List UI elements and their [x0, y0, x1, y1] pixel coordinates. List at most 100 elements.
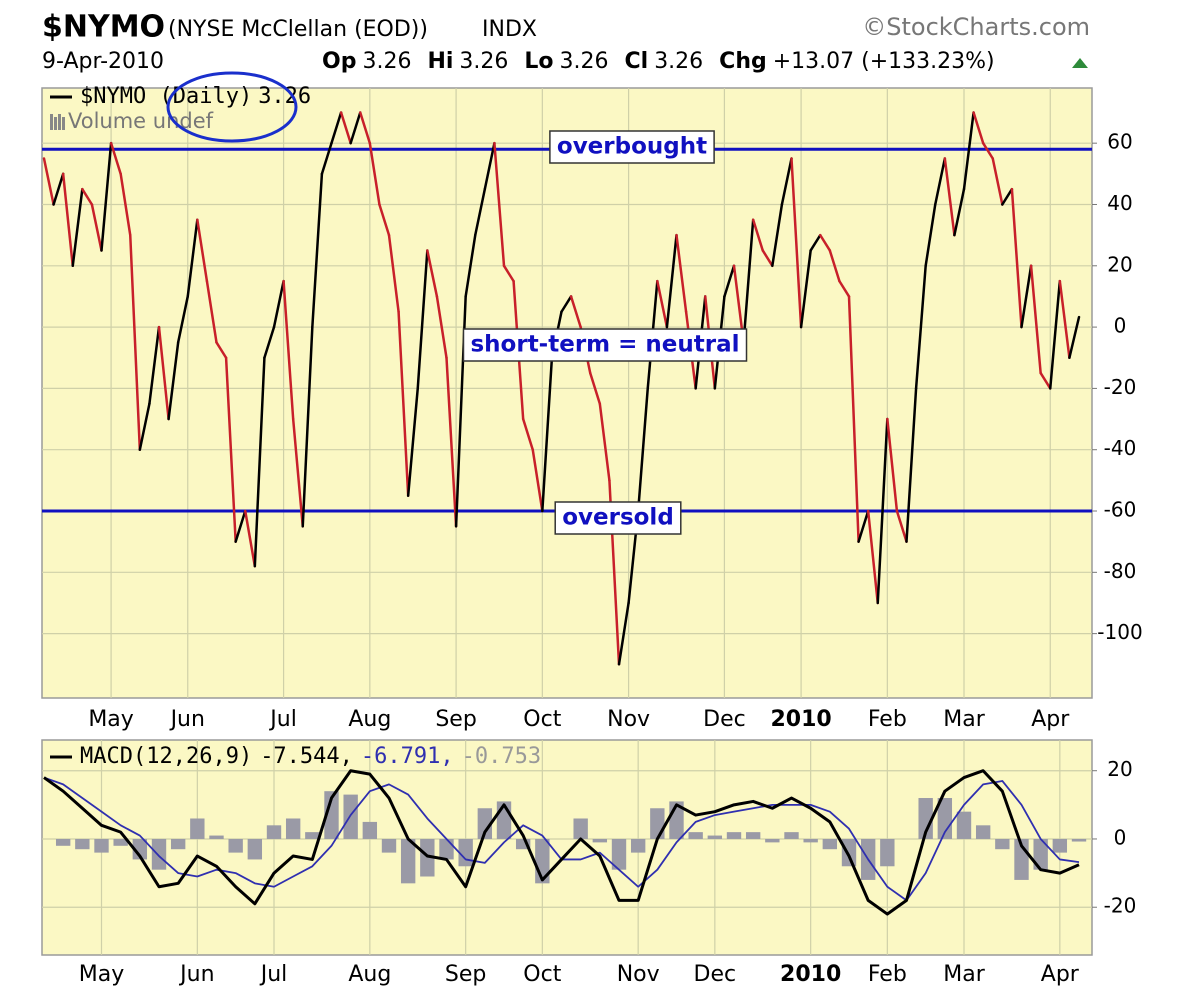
line-segment [809, 233, 822, 252]
y-tick-label: 0 [1114, 314, 1127, 338]
legend-name: MACD(12,26,9) [80, 744, 252, 769]
line-segment [914, 264, 927, 390]
quote-label: Chg [719, 49, 767, 74]
histogram-bar [688, 832, 703, 839]
up-arrow [1072, 58, 1088, 68]
x-tick-label: Jul [259, 962, 288, 987]
line-segment [435, 295, 448, 359]
line-segment [368, 141, 381, 206]
line-segment [780, 157, 793, 206]
histogram-bar [592, 838, 608, 843]
x-tick-label: Apr [1031, 707, 1070, 732]
x-tick-label: 2010 [780, 962, 841, 987]
histogram-bar [381, 838, 397, 853]
annotation: oversold [562, 505, 674, 531]
line-segment [665, 233, 678, 329]
line-segment [196, 218, 209, 283]
histogram-bar [228, 838, 243, 853]
line-segment [61, 172, 74, 268]
line-segment [387, 233, 400, 314]
line-segment [397, 310, 410, 497]
line-segment [483, 141, 496, 191]
histogram-bar [611, 838, 627, 870]
y-tick-label: 20 [1107, 757, 1132, 781]
line-segment [857, 509, 870, 543]
line-segment [636, 387, 649, 513]
x-tick-label: Dec [703, 707, 746, 732]
histogram-bar [151, 838, 167, 870]
line-segment [176, 295, 189, 344]
line-segment [349, 111, 362, 145]
annotation: short-term = neutral [470, 332, 739, 358]
y-tick-label: 0 [1114, 825, 1127, 849]
histogram-bar [170, 838, 186, 850]
histogram-bar [190, 818, 205, 839]
legend-value: -7.544, [260, 744, 353, 769]
line-segment [934, 157, 947, 206]
quote-label: Hi [427, 49, 453, 74]
line-segment [799, 249, 812, 329]
line-segment [771, 203, 784, 268]
line-segment [301, 325, 314, 528]
line-segment [359, 111, 372, 145]
line-segment [819, 233, 832, 252]
x-tick-label: 2010 [770, 707, 831, 732]
x-tick-label: May [79, 962, 124, 987]
histogram-bar [209, 835, 224, 839]
line-segment [244, 509, 257, 568]
line-segment [838, 279, 851, 298]
x-tick-label: Feb [868, 962, 907, 987]
line-segment [1001, 187, 1014, 206]
histogram-bar [458, 838, 473, 867]
volume-icon [58, 114, 61, 130]
line-segment [972, 111, 985, 145]
histogram-bar [822, 838, 838, 850]
quote-value: 3.26 [654, 49, 703, 74]
histogram-bar [305, 832, 320, 839]
plot-area [41, 739, 1093, 956]
histogram-bar [420, 838, 435, 877]
line-segment [723, 264, 736, 298]
legend-text: MACD(12,26,9) -7.544, -6.791, -0.753 [80, 744, 541, 769]
x-tick-label: Mar [943, 707, 985, 732]
line-segment [924, 203, 937, 268]
line-segment [569, 295, 582, 329]
histogram-bar [55, 838, 71, 846]
x-tick-label: May [88, 707, 133, 732]
quote-label: Op [322, 49, 356, 74]
line-segment [502, 264, 515, 283]
histogram-bar [803, 838, 818, 843]
line-segment [790, 157, 803, 329]
line-segment [320, 141, 333, 176]
exchange: INDX [482, 17, 537, 42]
x-tick-label: Oct [523, 707, 561, 732]
line-segment [167, 341, 180, 421]
line-segment [205, 279, 218, 344]
line-segment [71, 187, 84, 268]
symbol: $NYMO [42, 10, 165, 45]
histogram-bar [630, 838, 646, 853]
line-segment [531, 448, 544, 513]
line-segment [828, 249, 841, 283]
quote-label: Cl [625, 49, 649, 74]
line-segment [617, 601, 630, 666]
annotation-box [462, 328, 748, 362]
line-segment [52, 172, 65, 206]
histogram-bar [132, 838, 148, 860]
x-tick-label: Oct [523, 962, 561, 987]
line-segment [81, 187, 94, 206]
histogram-bar [918, 798, 933, 839]
line-segment [598, 402, 611, 482]
quote-value: 3.26 [459, 49, 508, 74]
x-tick-label: Aug [348, 962, 391, 987]
line-segment [991, 157, 1004, 206]
line-segment [311, 172, 324, 329]
histogram-bar [765, 838, 780, 843]
line-segment [253, 356, 266, 568]
x-tick-label: Apr [1041, 962, 1080, 987]
line-segment [378, 203, 391, 237]
line-segment [291, 417, 304, 528]
histogram-bar [1052, 838, 1068, 853]
x-tick-label: Mar [943, 962, 985, 987]
